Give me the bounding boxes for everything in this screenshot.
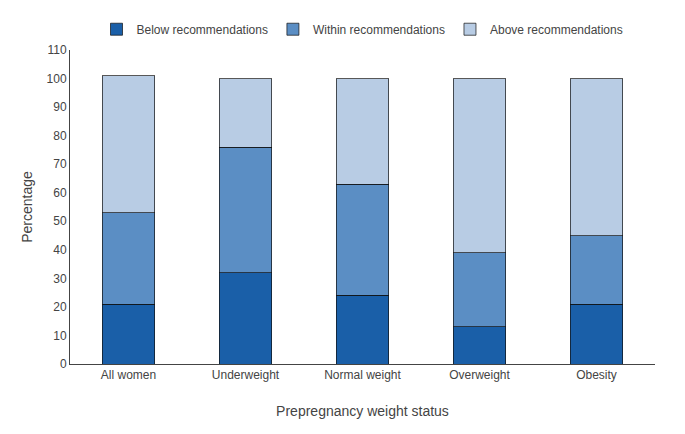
svg-text:All women: All women bbox=[101, 368, 156, 382]
svg-text:Normal weight: Normal weight bbox=[324, 368, 401, 382]
svg-text:30: 30 bbox=[53, 272, 67, 286]
svg-text:110: 110 bbox=[47, 43, 66, 57]
svg-text:Above recommendations: Above recommendations bbox=[490, 23, 623, 37]
svg-text:Obesity: Obesity bbox=[576, 368, 617, 382]
svg-text:Overweight: Overweight bbox=[449, 368, 510, 382]
svg-text:80: 80 bbox=[53, 129, 67, 143]
svg-text:50: 50 bbox=[53, 214, 67, 228]
svg-text:10: 10 bbox=[53, 329, 67, 343]
svg-text:Prepregnancy weight status: Prepregnancy weight status bbox=[276, 403, 449, 419]
svg-text:Below recommendations: Below recommendations bbox=[137, 23, 268, 37]
svg-text:Percentage: Percentage bbox=[19, 171, 35, 243]
svg-text:Within recommendations: Within recommendations bbox=[313, 23, 445, 37]
svg-text:40: 40 bbox=[53, 243, 67, 257]
svg-text:Underweight: Underweight bbox=[212, 368, 280, 382]
svg-text:60: 60 bbox=[53, 186, 67, 200]
svg-text:70: 70 bbox=[53, 157, 67, 171]
svg-text:0: 0 bbox=[60, 357, 67, 371]
svg-text:20: 20 bbox=[53, 300, 67, 314]
svg-text:100: 100 bbox=[47, 72, 67, 86]
svg-text:90: 90 bbox=[53, 100, 67, 114]
